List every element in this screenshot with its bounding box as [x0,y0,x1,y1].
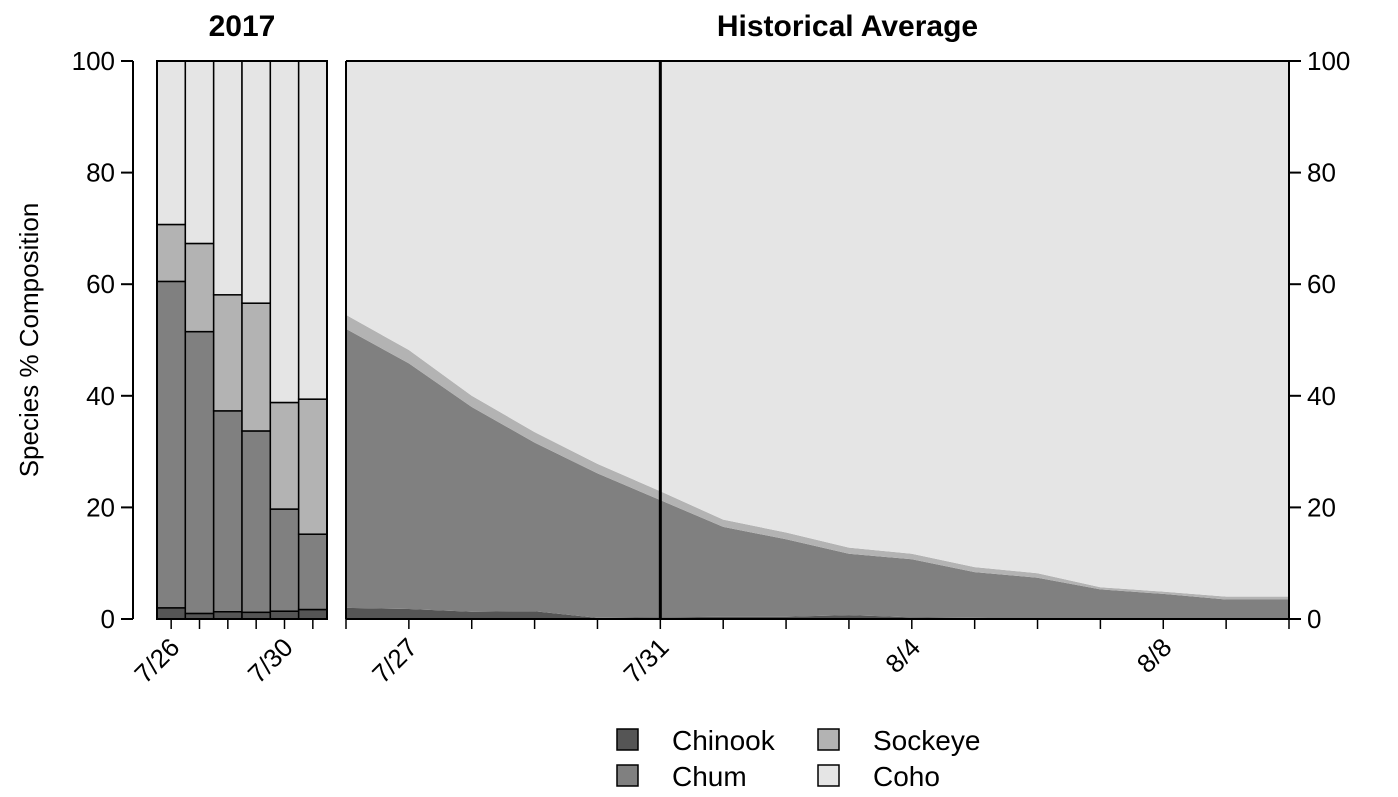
bar-chum-7-26 [156,280,187,609]
x-tick-label-2017-7-30: 7/30 [242,632,299,689]
y-tick-label-left-60: 60 [86,269,115,299]
area-coho [346,61,1289,597]
panel-historical-areas [346,61,1289,619]
panel-2017-title: 2017 [209,10,276,43]
panel-historical-title: Historical Average [717,10,978,43]
bar-coho-7-30 [269,60,300,404]
y-tick-label-right-80: 80 [1307,158,1336,188]
y-tick-label-left-20: 20 [86,492,115,522]
bar-sockeye-7-26 [156,223,187,283]
x-tick-label-historical-8-8: 8/8 [1131,632,1178,679]
area-chinook [346,607,1289,619]
bar-chinook-7-30 [269,610,300,620]
bar-sockeye-7-30 [269,401,300,510]
y-tick-label-left-100: 100 [72,46,115,76]
y-tick-label-right-0: 0 [1307,604,1321,634]
bar-chum-7-31 [297,533,328,611]
legend-swatch-coho [817,764,840,787]
panel-2017-frame [156,60,328,620]
bar-chinook-7-28 [212,610,243,620]
y-tick-label-left-80: 80 [86,158,115,188]
legend-swatch-chinook [616,728,639,751]
y-tick-label-right-40: 40 [1307,381,1336,411]
y-tick-label-right-60: 60 [1307,269,1336,299]
bar-chinook-7-31 [297,608,328,620]
bar-coho-7-28 [212,60,243,296]
bar-chum-7-29 [241,430,272,614]
bar-chum-7-28 [212,410,243,613]
bar-chum-7-27 [184,330,215,615]
legend-label-chum: Chum [672,761,747,792]
y-tick-label-left-0: 0 [101,604,115,634]
area-sockeye [346,314,1289,600]
area-chum [346,328,1289,619]
y-axis-label: Species % Composition [14,203,44,478]
x-tick-label-historical-7-27: 7/27 [366,632,423,689]
x-tick-label-historical-7-31: 7/31 [618,632,675,689]
bar-coho-7-27 [184,60,215,245]
bar-sockeye-7-31 [297,398,328,535]
legend-label-sockeye: Sockeye [873,725,980,756]
y-tick-label-right-20: 20 [1307,492,1336,522]
x-tick-label-2017-7-26: 7/26 [128,632,185,689]
legend: Chinook Sockeye Chum Coho [616,725,980,792]
y-tick-label-left-40: 40 [86,381,115,411]
bar-chinook-7-29 [241,611,272,620]
bar-chinook-7-26 [156,607,187,620]
x-tick-label-historical-8-4: 8/4 [879,632,926,679]
legend-label-coho: Coho [873,761,940,792]
legend-label-chinook: Chinook [672,725,776,756]
bar-coho-7-26 [156,60,187,226]
panel-2017-bars [156,60,328,620]
y-tick-label-right-100: 100 [1307,46,1350,76]
legend-swatch-chum [616,764,639,787]
legend-swatch-sockeye [817,728,840,751]
bar-chum-7-30 [269,508,300,612]
bar-coho-7-29 [241,60,272,304]
bar-coho-7-31 [297,60,328,400]
bar-sockeye-7-27 [184,242,215,333]
bar-sockeye-7-29 [241,302,272,432]
bar-sockeye-7-28 [212,294,243,412]
